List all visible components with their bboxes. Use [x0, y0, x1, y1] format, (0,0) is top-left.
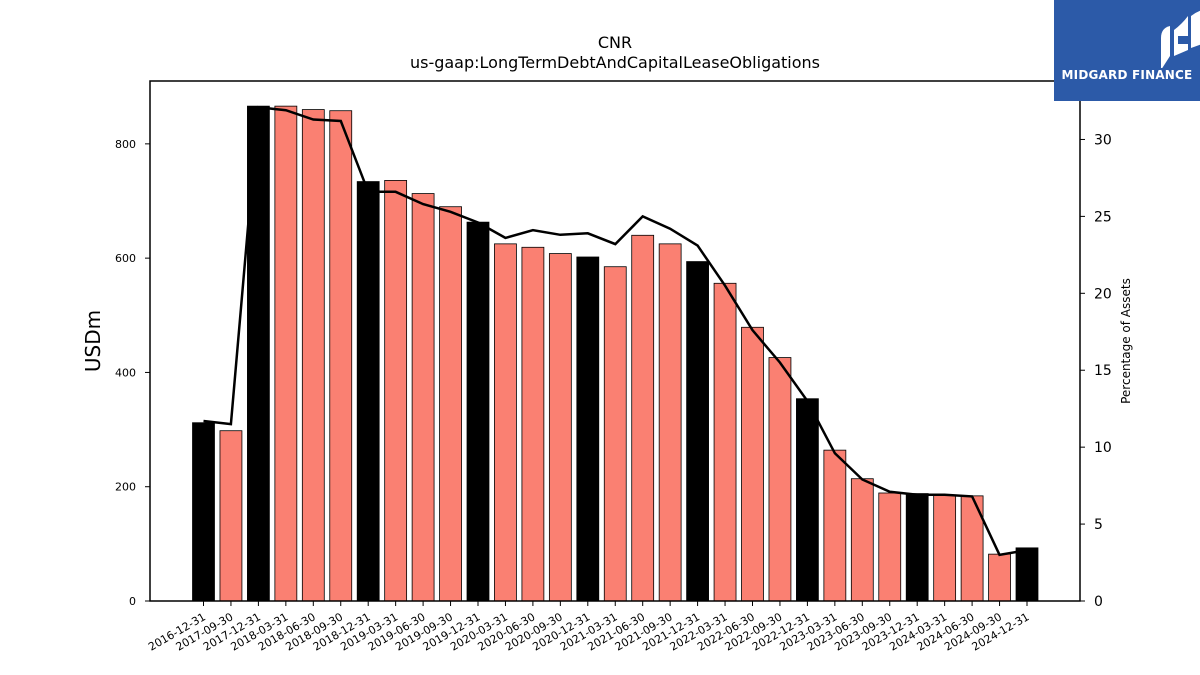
bar: [768, 357, 792, 602]
y2-tick-label: 5: [1094, 517, 1103, 533]
logo-mark-icon: [1161, 10, 1200, 68]
y-tick-label: 600: [115, 252, 136, 265]
bar: [219, 430, 243, 602]
y2-tick-label: 25: [1094, 209, 1112, 225]
y2-axis-label: Percentage of Assets: [1119, 278, 1133, 404]
y2-tick-label: 30: [1094, 132, 1112, 148]
bar: [741, 326, 764, 602]
chart-title: CNR: [598, 33, 632, 52]
y-tick-label: 0: [129, 595, 136, 608]
y2-tick-label: 20: [1094, 286, 1112, 302]
bar: [576, 256, 600, 602]
bar: [329, 110, 353, 602]
bar: [466, 221, 490, 602]
bar: [796, 398, 819, 602]
bar: [933, 494, 957, 602]
bar: [713, 282, 737, 602]
bar: [878, 492, 902, 602]
x-axis: 2016-12-312017-09-302017-12-312018-03-31…: [146, 601, 1032, 654]
bar: [439, 206, 462, 602]
logo-text: MIDGARD FINANCE: [1061, 68, 1193, 82]
y-tick-label: 200: [115, 481, 136, 494]
bar: [411, 193, 435, 602]
y-tick-label: 800: [115, 138, 136, 151]
bars-layer: [192, 105, 1039, 602]
bar: [631, 234, 655, 602]
bar: [274, 105, 298, 602]
bar: [494, 243, 517, 602]
brand-logo: MIDGARD FINANCE: [1054, 0, 1200, 101]
y-axis-label: USDm: [81, 310, 105, 372]
y-axis-right: 0 5 10 15 20 25 30: [1080, 132, 1112, 610]
bar: [192, 422, 215, 602]
bar: [1015, 547, 1039, 602]
bar: [905, 493, 929, 602]
bar: [603, 266, 627, 602]
chart-subtitle: us-gaap:LongTermDebtAndCapitalLeaseOblig…: [410, 53, 820, 72]
line-series: [203, 105, 1028, 557]
bar: [850, 478, 874, 602]
bar: [988, 553, 1011, 602]
bar: [548, 253, 572, 602]
y-tick-label: 400: [115, 366, 136, 379]
bar: [384, 180, 408, 602]
bar: [521, 246, 545, 602]
y2-tick-label: 10: [1094, 440, 1112, 456]
y2-tick-label: 15: [1094, 363, 1112, 379]
bar: [823, 449, 847, 602]
y2-tick-label: 0: [1094, 594, 1103, 610]
bar: [301, 109, 325, 602]
bar: [686, 261, 709, 602]
bar: [356, 181, 380, 602]
y-axis-left: 0 200 400 600 800: [115, 138, 150, 608]
bar: [658, 243, 682, 602]
line-layer: [203, 105, 1028, 557]
bar: [247, 105, 270, 602]
